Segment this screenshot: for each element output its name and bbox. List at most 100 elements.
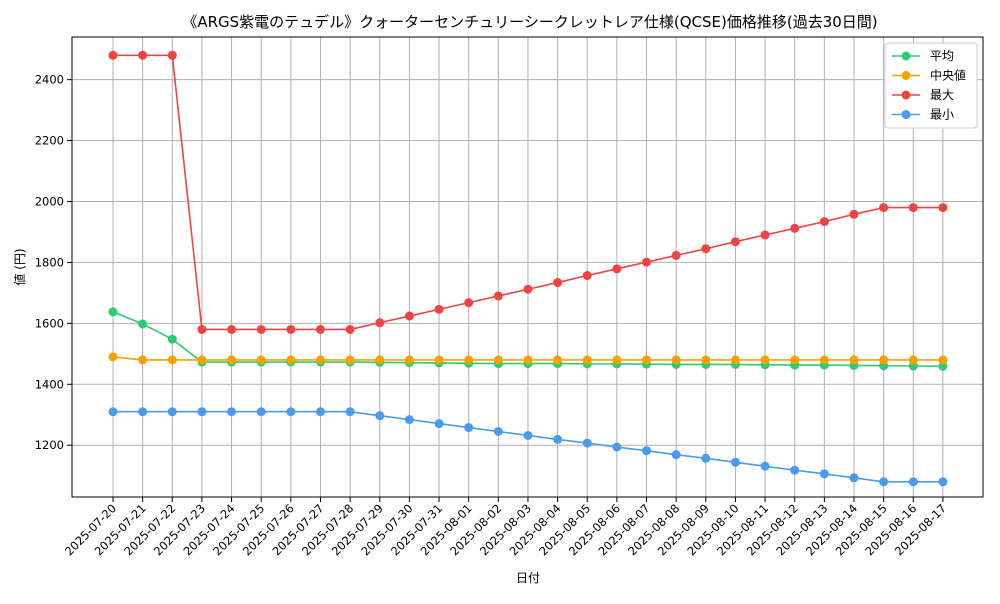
- data-point: [612, 355, 622, 365]
- data-point: [760, 355, 770, 365]
- y-tick-label: 1800: [35, 255, 64, 269]
- data-point: [464, 423, 474, 433]
- data-point: [286, 355, 296, 365]
- data-point: [464, 355, 474, 365]
- data-point: [879, 477, 889, 487]
- data-point: [908, 477, 918, 487]
- data-point: [849, 355, 859, 365]
- data-point: [582, 355, 592, 365]
- y-tick-label: 2000: [35, 195, 64, 209]
- chart-title: 《ARGS紫電のテュデル》クォーターセンチュリーシークレットレア仕様(QCSE)…: [182, 13, 877, 31]
- data-point: [553, 355, 563, 365]
- data-point: [286, 407, 296, 417]
- legend-item: 最大: [892, 88, 954, 102]
- legend-marker: [901, 51, 911, 61]
- data-point: [108, 307, 118, 317]
- data-point: [879, 203, 889, 213]
- data-point: [879, 355, 889, 365]
- data-point: [819, 217, 829, 227]
- data-point: [612, 264, 622, 274]
- data-point: [819, 355, 829, 365]
- y-tick-label: 2200: [35, 134, 64, 148]
- data-point: [375, 355, 385, 365]
- legend-marker: [901, 90, 911, 100]
- data-point: [819, 469, 829, 479]
- series-3: [108, 50, 948, 334]
- y-tick-label: 2400: [35, 73, 64, 87]
- data-point: [790, 355, 800, 365]
- data-point: [730, 457, 740, 467]
- data-point: [434, 355, 444, 365]
- data-point: [612, 442, 622, 452]
- legend-label: 平均: [930, 49, 954, 63]
- data-point: [167, 407, 177, 417]
- data-point: [138, 319, 148, 329]
- data-point: [908, 355, 918, 365]
- data-point: [523, 430, 533, 440]
- data-point: [671, 450, 681, 460]
- data-point: [197, 324, 207, 334]
- data-point: [345, 355, 355, 365]
- legend-item: 中央値: [892, 68, 966, 83]
- data-point: [227, 407, 237, 417]
- data-point: [642, 355, 652, 365]
- y-axis-label: 値 (円): [12, 248, 27, 285]
- data-point: [493, 355, 503, 365]
- data-point: [138, 355, 148, 365]
- legend-box: [884, 42, 978, 129]
- series-layer: [108, 50, 948, 487]
- data-point: [167, 355, 177, 365]
- data-point: [375, 318, 385, 328]
- data-point: [464, 298, 474, 308]
- x-axis-label: 日付: [516, 571, 540, 585]
- data-point: [938, 477, 948, 487]
- data-point: [315, 324, 325, 334]
- data-point: [138, 50, 148, 60]
- data-point: [286, 324, 296, 334]
- data-point: [701, 355, 711, 365]
- data-point: [375, 411, 385, 421]
- data-point: [493, 427, 503, 437]
- data-point: [404, 355, 414, 365]
- data-point: [790, 465, 800, 475]
- data-point: [938, 361, 948, 371]
- data-point: [671, 250, 681, 260]
- legend-label: 中央値: [930, 68, 966, 83]
- data-point: [138, 407, 148, 417]
- data-point: [553, 434, 563, 444]
- data-point: [523, 284, 533, 294]
- data-point: [790, 223, 800, 233]
- data-point: [434, 419, 444, 429]
- data-point: [938, 203, 948, 213]
- data-point: [108, 407, 118, 417]
- data-point: [730, 355, 740, 365]
- data-point: [315, 355, 325, 365]
- data-point: [582, 271, 592, 281]
- legend-item: 最小: [892, 108, 954, 122]
- data-point: [108, 50, 118, 60]
- data-point: [760, 230, 770, 240]
- data-point: [701, 244, 711, 254]
- data-point: [730, 237, 740, 247]
- legend-marker: [901, 71, 911, 80]
- data-point: [108, 352, 118, 362]
- data-point: [256, 324, 266, 334]
- data-point: [701, 453, 711, 463]
- series-2: [108, 352, 948, 365]
- series-4: [108, 407, 948, 487]
- data-point: [582, 438, 592, 448]
- data-point: [760, 461, 770, 471]
- data-point: [642, 446, 652, 456]
- data-point: [908, 203, 918, 213]
- data-point: [227, 324, 237, 334]
- data-point: [404, 311, 414, 321]
- data-point: [227, 355, 237, 365]
- legend-item: 平均: [892, 49, 954, 63]
- legend-marker: [901, 110, 911, 119]
- data-point: [434, 304, 444, 314]
- y-tick-label: 1400: [35, 377, 64, 391]
- data-point: [938, 355, 948, 365]
